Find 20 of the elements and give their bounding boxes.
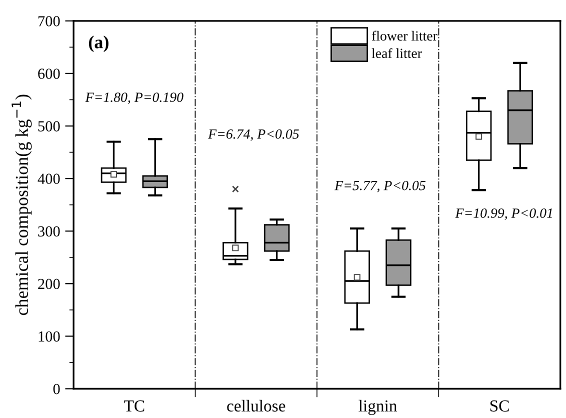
y-tick-label: 400	[38, 174, 60, 184]
annotation: F=10.99, P<0.01	[455, 208, 552, 220]
y-tick-label: 700	[38, 16, 60, 26]
y-tick-label: 600	[38, 68, 60, 79]
y-tick-label: 100	[38, 331, 60, 342]
y-tick-label: 200	[38, 278, 60, 290]
legend-label: leaf litter	[372, 48, 422, 58]
x-tick-label: SC	[490, 400, 509, 412]
x-tick-label: cellulose	[227, 400, 286, 412]
y-tick-label: 0	[53, 384, 60, 394]
annotation: F=5.77, P<0.05	[334, 180, 426, 192]
y-tick-label: 300	[38, 226, 60, 237]
annotation: (a)	[88, 36, 108, 52]
legend-label: flower litter	[372, 30, 438, 41]
annotation: F=6.74, P<0.05	[208, 129, 299, 141]
y-axis-title: chemical composition(g kg$^{−1}$)	[12, 94, 32, 316]
x-tick-label: lignin	[358, 400, 397, 416]
x-tick-label: TC	[124, 400, 144, 412]
annotation: F=1.80, P=0.190	[85, 92, 184, 104]
y-tick-label: 500	[38, 121, 60, 132]
